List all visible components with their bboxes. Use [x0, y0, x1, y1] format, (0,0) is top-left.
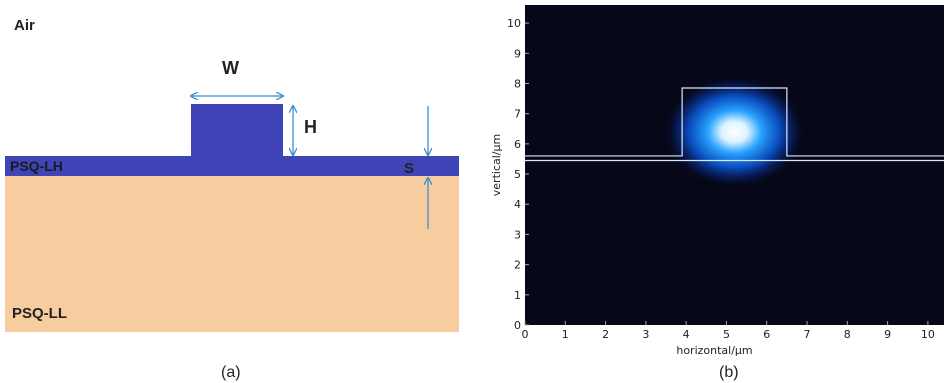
y-tick-label: 9 [514, 47, 521, 60]
y-tick-label: 10 [507, 17, 521, 30]
x-tick-label: 9 [884, 328, 891, 341]
y-tick-label: 5 [514, 168, 521, 181]
caption-b: (b) [719, 364, 739, 381]
y-tick-label: 7 [514, 108, 521, 121]
y-axis-title: vertical/μm [490, 134, 503, 196]
x-tick-label: 1 [562, 328, 569, 341]
y-tick-label: 4 [514, 198, 521, 211]
x-tick-label: 8 [844, 328, 851, 341]
width-label: W [222, 58, 239, 78]
y-tick-label: 3 [514, 228, 521, 241]
x-axis-title: horizontal/μm [676, 344, 752, 357]
optical-mode-field [663, 75, 806, 188]
y-tick-label: 1 [514, 289, 521, 302]
rib-core [191, 104, 283, 157]
y-tick-label: 8 [514, 77, 521, 90]
lower-cladding-region [5, 176, 459, 332]
upper-cladding-label: PSQ-LH [10, 158, 63, 174]
waveguide-outline [525, 87, 944, 157]
y-tick-label: 2 [514, 259, 521, 272]
slab-label: S [404, 160, 415, 177]
schematic-drawing [5, 0, 459, 332]
caption-a: (a) [221, 364, 241, 381]
slab-layer [5, 156, 459, 176]
air-label: Air [14, 17, 35, 34]
x-tick-label: 7 [804, 328, 811, 341]
x-tick-label: 2 [602, 328, 609, 341]
waveguide-schematic: Air PSQ-LH PSQ-LL W H S [0, 0, 470, 383]
lower-cladding-label: PSQ-LL [12, 305, 67, 322]
x-axis-ticks: 0 1 2 3 4 5 6 7 8 9 10 [522, 321, 935, 341]
x-tick-label: 10 [921, 328, 935, 341]
y-axis-ticks: 0 1 2 3 4 5 6 7 8 9 10 [507, 17, 529, 332]
y-tick-label: 0 [514, 319, 521, 332]
x-tick-label: 4 [683, 328, 690, 341]
x-tick-label: 0 [522, 328, 529, 341]
x-tick-label: 3 [642, 328, 649, 341]
x-tick-label: 5 [723, 328, 730, 341]
height-label: H [304, 117, 317, 137]
y-tick-label: 6 [514, 138, 521, 151]
x-tick-label: 6 [763, 328, 770, 341]
